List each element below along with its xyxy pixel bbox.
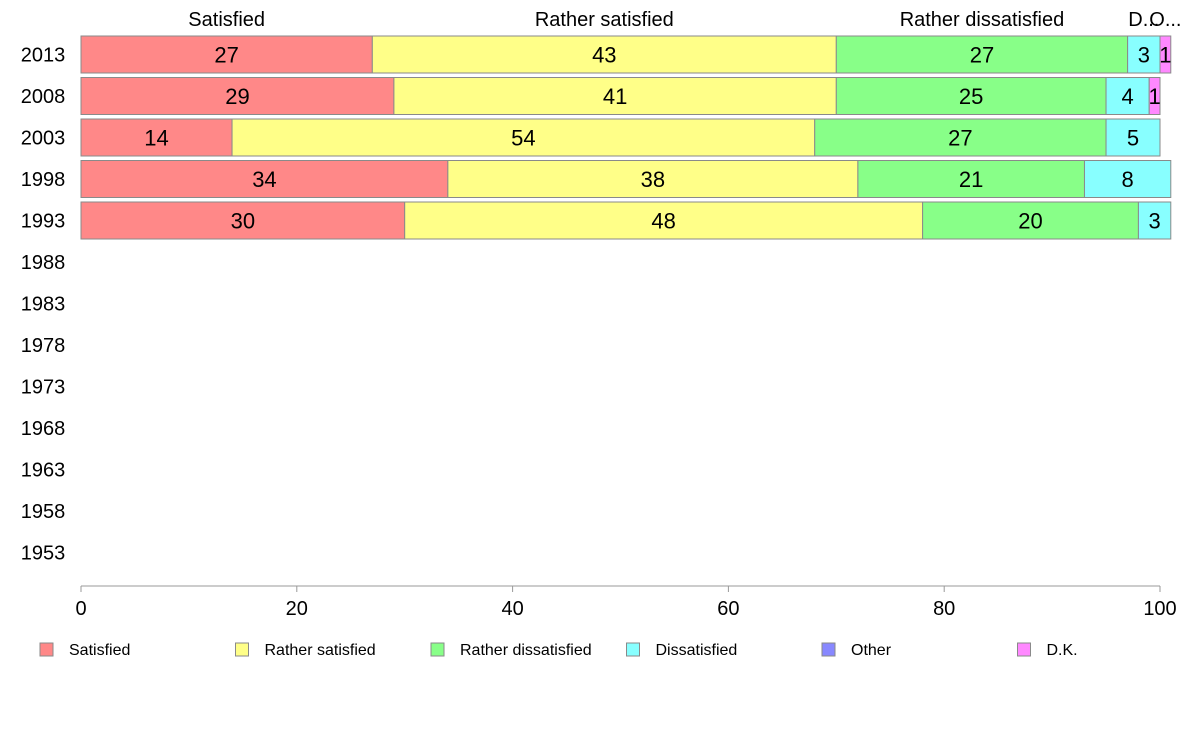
data-label-2008-rather-satisfied: 41 [603,84,627,109]
top-series-label-5: O... [1149,9,1181,31]
category-label-1973: 1973 [21,377,66,399]
legend-label-rather-dissatisfied: Rather dissatisfied [460,642,592,659]
category-label-1953: 1953 [21,543,66,565]
category-label-1993: 1993 [21,211,66,233]
data-label-2003-satisfied: 14 [144,126,168,151]
x-tick-label-80: 80 [933,598,955,620]
bar-1998-rather-dissatisfied [857,160,1085,198]
bar-2013-rather-satisfied [371,35,837,74]
legend-swatch-dissatisfied [626,642,640,657]
data-label-2013-dissatisfied: 3 [1138,43,1150,68]
x-tick-label-0: 0 [75,598,86,620]
data-label-2008-rather-dissatisfied: 25 [959,84,983,109]
data-label-2008-dissatisfied: 4 [1122,84,1134,109]
category-axis: 2013 2008 2003 1998 1993 1988 1983 1978 1973 1968… [21,45,66,565]
data-label-1993-dissatisfied: 3 [1148,209,1160,234]
category-label-2013: 2013 [21,45,66,67]
top-series-label-3: Rather dissatisfied [900,9,1065,31]
data-label-1998-dissatisfied: 8 [1122,167,1134,192]
data-label-2013-rather-satisfied: 43 [592,43,616,68]
data-label-1993-rather-dissatisfied: 20 [1018,209,1042,234]
bar-1998-dissatisfied [1083,160,1172,198]
category-label-1958: 1958 [21,501,66,523]
data-label-2008-d-k-: 1 [1148,84,1160,109]
data-label-1993-rather-satisfied: 48 [651,209,675,234]
bar-2008-dissatisfied [1105,77,1150,115]
category-label-2008: 2008 [21,86,66,108]
top-series-labels: Satisfied Rather satisfied Rather dissatis… [188,9,1181,31]
legend-swatch-rather-dissatisfied [430,642,445,657]
legend-label-other: Other [851,642,892,659]
top-series-label-4: D... [1128,9,1159,31]
category-label-2003: 2003 [21,128,66,150]
legend-label-dissatisfied: Dissatisfied [656,642,738,659]
bar-1993-satisfied [80,201,406,240]
data-label-1998-rather-dissatisfied: 21 [959,167,983,192]
data-label-2013-satisfied: 27 [214,43,238,68]
bar-2008-rather-satisfied [393,77,837,115]
bar-1993-rather-satisfied [404,201,924,240]
data-label-2003-rather-satisfied: 54 [511,126,535,151]
category-label-1983: 1983 [21,294,66,316]
data-label-1993-satisfied: 30 [231,209,255,234]
bar-1993-dissatisfied [1137,201,1172,240]
data-label-2013-rather-dissatisfied: 27 [970,43,994,68]
bar-1998-satisfied [80,160,449,198]
x-tick-label-60: 60 [717,598,739,620]
data-label-1998-rather-satisfied: 38 [641,167,665,192]
data-label-2003-rather-dissatisfied: 27 [948,126,972,151]
legend-label-satisfied: Satisfied [69,642,130,659]
data-label-2013-d-k-: 1 [1159,43,1171,68]
bars-area: 27 43 27 3 129 41 25 4 114 54 27 534 38 21 830 48 20 3 [80,35,1172,240]
data-label-2008-satisfied: 29 [225,84,249,109]
legend-swatch-other [821,642,836,657]
x-axis: 0 20 40 60 80 100 [75,585,1177,620]
category-label-1968: 1968 [21,418,66,440]
data-label-1998-satisfied: 34 [252,167,276,192]
bar-2013-d-k- [1159,35,1172,74]
x-tick-label-20: 20 [286,598,308,620]
bar-2003-dissatisfied [1105,118,1161,157]
legend-swatch-rather-satisfied [235,642,249,657]
bar-2008-d-k- [1148,77,1161,115]
category-label-1998: 1998 [21,169,66,191]
category-label-1963: 1963 [21,460,66,482]
bar-2008-rather-dissatisfied [835,77,1107,115]
legend-swatch-d-k- [1017,642,1031,657]
legend-label-d-k-: D.K. [1047,642,1078,659]
category-label-1978: 1978 [21,335,66,357]
top-series-label-2: Rather satisfied [535,9,674,31]
legend-swatch-satisfied [39,642,54,657]
x-tick-label-40: 40 [501,598,523,620]
legend-label-rather-satisfied: Rather satisfied [265,642,376,659]
top-series-label-1: Satisfied [188,9,265,31]
x-tick-label-100: 100 [1143,598,1176,620]
category-label-1988: 1988 [21,252,66,274]
bar-2008-satisfied [80,77,395,115]
bar-2003-satisfied [80,118,233,157]
legend: Satisfied Rather satisfied Rather dissatis… [39,642,1078,659]
data-label-2003-dissatisfied: 5 [1127,126,1139,151]
bar-1993-rather-dissatisfied [922,201,1139,240]
bar-2003-rather-dissatisfied [814,118,1107,157]
